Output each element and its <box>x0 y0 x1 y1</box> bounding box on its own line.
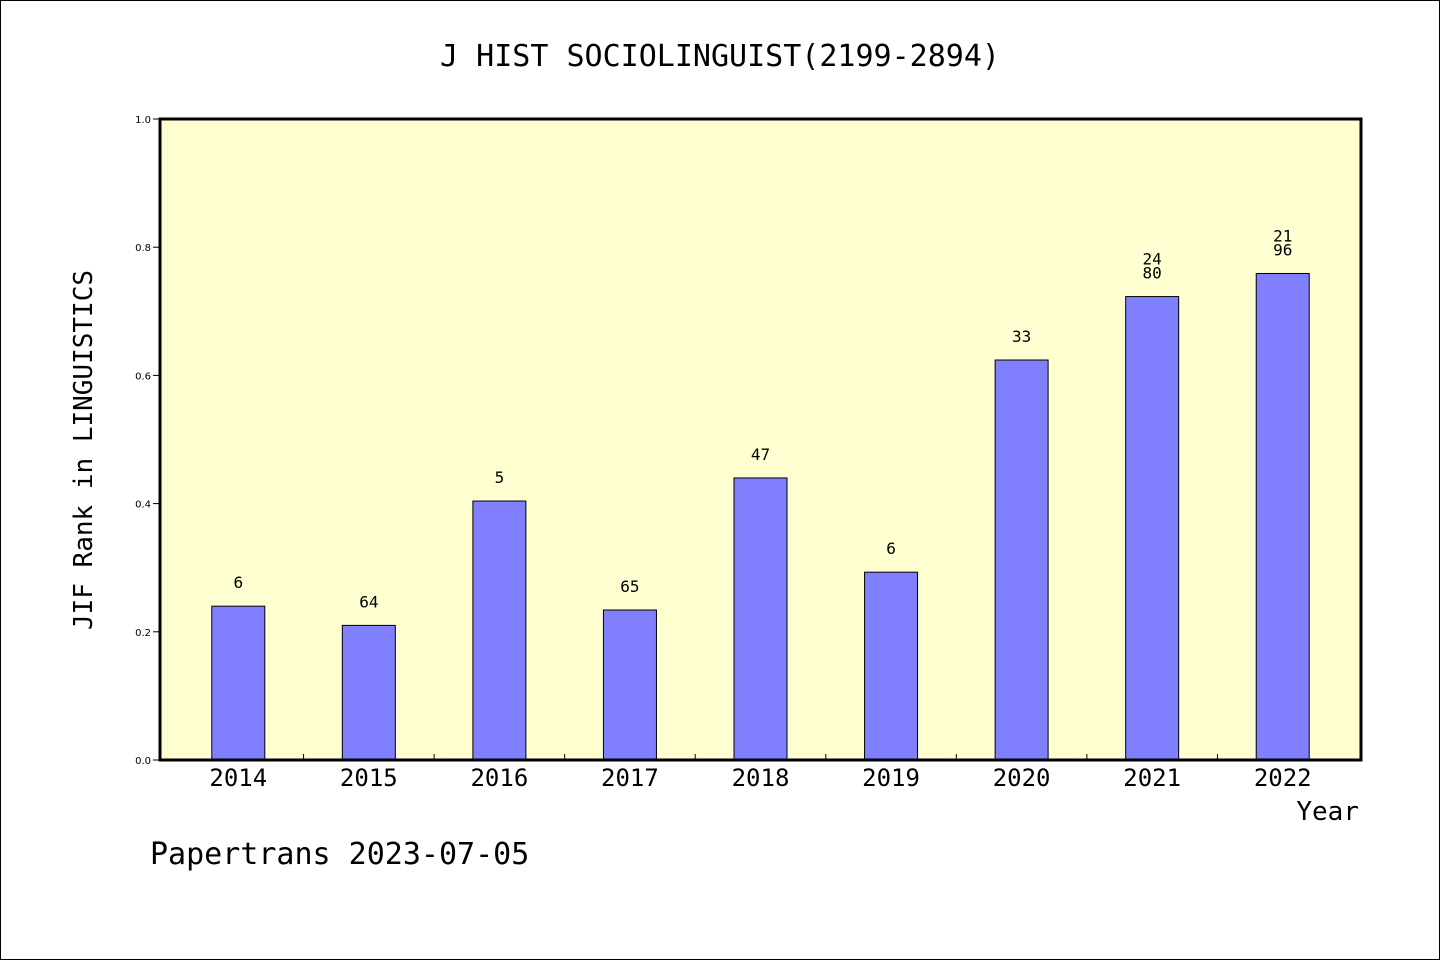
bar-label-2020: 33 <box>1012 327 1031 346</box>
y-tick-label: 0.4 <box>135 500 151 511</box>
x-tick-label-2021: 2021 <box>1123 764 1181 792</box>
x-axis: 2014 2015 2016 2017 2018 2019 2020 2021 2022 <box>209 754 1312 792</box>
bar-label-2021: 24 <box>1143 250 1162 269</box>
x-tick-label-2016: 2016 <box>470 764 528 792</box>
bar-2016 <box>472 500 527 761</box>
bar-label-2017: 65 <box>620 577 639 596</box>
bar-label-2022: 96 <box>1273 240 1292 259</box>
y-tick-label: 0.0 <box>135 756 151 767</box>
bar-2021 <box>1125 296 1180 761</box>
x-tick-label-2022: 2022 <box>1254 764 1312 792</box>
bar-2019 <box>864 571 919 761</box>
bar-2020 <box>994 359 1049 761</box>
bar-label-2021: 80 <box>1143 264 1162 283</box>
y-tick-label: 0.2 <box>135 628 151 639</box>
x-tick-label-2017: 2017 <box>601 764 659 792</box>
bar-2017 <box>602 609 657 761</box>
y-axis: 0.0 0.2 0.4 0.6 0.8 1.0 <box>135 115 160 767</box>
x-tick-label-2015: 2015 <box>340 764 398 792</box>
bar-label-2022: 21 <box>1273 226 1292 245</box>
bar-label-2018: 47 <box>751 445 770 464</box>
x-tick-label-2019: 2019 <box>862 764 920 792</box>
plot-border <box>158 117 1363 762</box>
y-tick-label: 0.8 <box>135 243 151 254</box>
x-tick-label-2018: 2018 <box>732 764 790 792</box>
bar-2014 <box>211 605 266 761</box>
bars-group <box>211 272 1310 761</box>
footer-credit: Papertrans 2023-07-05 <box>150 837 529 872</box>
chart-title: J HIST SOCIOLINGUIST(2199-2894) <box>440 39 1000 74</box>
bar-label-2016: 5 <box>495 468 505 487</box>
x-tick-label-2020: 2020 <box>993 764 1051 792</box>
x-tick-label-2014: 2014 <box>209 764 267 792</box>
bar-label-2015: 64 <box>359 592 378 611</box>
bar-label-2019: 6 <box>886 539 896 558</box>
bar-2018 <box>733 477 788 761</box>
y-tick-label: 1.0 <box>135 115 151 126</box>
y-axis-label: JIF Rank in LINGUISTICS <box>69 270 99 630</box>
bar-2022 <box>1255 272 1310 761</box>
x-axis-label: Year <box>1296 797 1359 827</box>
bar-2015 <box>341 624 396 761</box>
bar-label-2014: 6 <box>233 573 243 592</box>
y-tick-label: 0.6 <box>135 371 151 382</box>
